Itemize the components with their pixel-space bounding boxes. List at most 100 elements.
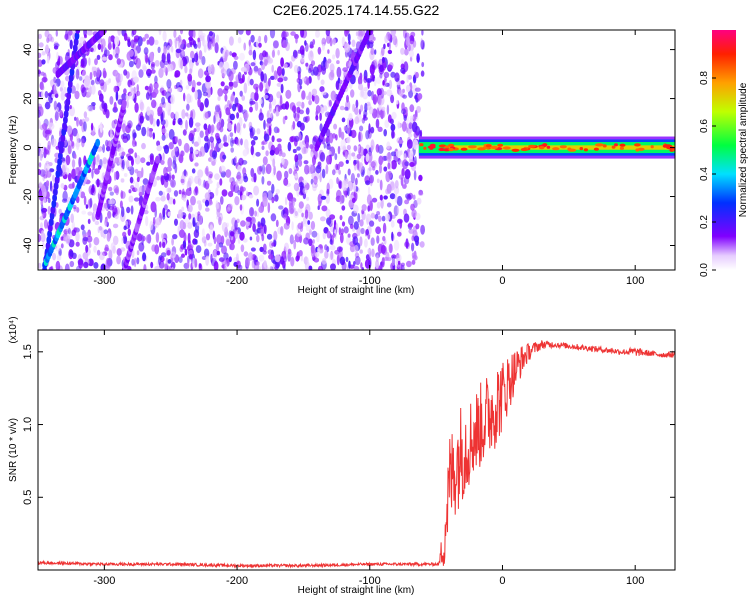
noise-speckle [71, 168, 76, 180]
noise-speckle [277, 77, 284, 83]
noise-speckle [42, 242, 45, 250]
noise-speckle [367, 90, 372, 97]
noise-speckle [400, 47, 405, 55]
noise-speckle [261, 233, 265, 242]
noise-speckle [256, 198, 260, 207]
noise-speckle [355, 177, 358, 186]
noise-speckle [383, 129, 388, 137]
noise-speckle [250, 247, 256, 252]
noise-speckle [253, 65, 259, 72]
noise-speckle [182, 222, 187, 230]
track-segment [58, 152, 63, 160]
noise-speckle [152, 216, 156, 226]
signal-band-peak [502, 146, 511, 150]
noise-speckle [215, 105, 220, 113]
noise-speckle [54, 111, 59, 121]
noise-speckle [354, 106, 359, 115]
noise-speckle [46, 37, 50, 43]
noise-speckle [376, 211, 381, 216]
noise-speckle [156, 140, 161, 147]
noise-speckle [381, 215, 386, 222]
noise-speckle [238, 157, 244, 166]
noise-speckle [324, 60, 329, 69]
noise-speckle [146, 126, 150, 137]
noise-speckle [224, 51, 228, 62]
noise-speckle [386, 152, 392, 162]
x-tick-label: -100 [359, 275, 381, 287]
signal-band-peak [552, 147, 560, 151]
noise-speckle [413, 40, 417, 48]
noise-speckle [156, 118, 160, 127]
noise-speckle [108, 249, 113, 261]
noise-speckle [248, 121, 253, 129]
noise-speckle [281, 152, 286, 158]
noise-speckle [86, 104, 90, 111]
noise-speckle [178, 119, 183, 126]
noise-speckle [128, 49, 134, 57]
noise-speckle [365, 130, 370, 140]
noise-speckle [89, 71, 93, 81]
noise-speckle [325, 137, 330, 143]
noise-speckle [72, 127, 78, 137]
noise-speckle [38, 142, 41, 148]
noise-speckle [229, 243, 235, 251]
noise-speckle [162, 152, 165, 161]
noise-speckle [215, 187, 219, 196]
noise-speckle [218, 257, 225, 262]
noise-speckle [38, 162, 42, 168]
noise-speckle [181, 109, 186, 119]
noise-speckle [130, 39, 135, 49]
noise-speckle [141, 142, 146, 150]
noise-speckle [155, 232, 160, 243]
noise-speckle [128, 189, 132, 194]
noise-speckle [139, 101, 145, 112]
noise-speckle [217, 95, 221, 102]
noise-speckle [158, 30, 162, 36]
snr-scale-label: (x10⁴) [8, 316, 19, 343]
noise-speckle [133, 197, 140, 202]
noise-speckle [122, 231, 127, 238]
noise-speckle [217, 88, 224, 97]
noise-speckle [306, 115, 310, 122]
noise-speckle [136, 257, 140, 265]
noise-speckle [71, 140, 75, 149]
noise-speckle [353, 260, 356, 267]
noise-speckle [48, 122, 55, 130]
noise-speckle [161, 128, 167, 134]
noise-speckle [360, 227, 365, 235]
noise-speckle [390, 123, 396, 132]
spectrogram-y-ticks: -40 -20 0 20 40 [22, 43, 675, 253]
noise-speckle [90, 122, 94, 131]
noise-speckle [250, 34, 255, 43]
noise-speckle [234, 97, 239, 107]
noise-speckle [309, 44, 315, 49]
noise-speckle [210, 125, 214, 136]
noise-speckle [371, 108, 378, 119]
noise-speckle [79, 36, 86, 45]
noise-speckle [413, 170, 417, 181]
noise-speckle [372, 36, 376, 41]
track-segment [75, 30, 81, 34]
noise-speckle [85, 232, 90, 237]
noise-speckle [175, 136, 179, 144]
noise-speckle [412, 160, 417, 167]
noise-speckle [283, 177, 289, 186]
noise-speckle [377, 94, 382, 106]
noise-speckle [134, 152, 137, 159]
x-tick-label: 100 [626, 275, 644, 287]
noise-speckle [411, 84, 418, 95]
noise-speckle [125, 100, 129, 109]
noise-speckle [172, 234, 178, 240]
noise-speckle [346, 136, 351, 144]
spectrogram-y-label: Frequency (Hz) [8, 116, 19, 185]
noise-speckle [319, 123, 323, 132]
noise-speckle [405, 84, 411, 93]
noise-speckle [46, 55, 50, 64]
noise-speckle [74, 116, 77, 121]
noise-speckle [229, 51, 233, 56]
noise-speckle [256, 211, 259, 218]
noise-speckle [149, 51, 155, 63]
signal-band-peak [619, 143, 626, 147]
noise-speckle [187, 204, 193, 213]
noise-speckle [249, 127, 256, 137]
